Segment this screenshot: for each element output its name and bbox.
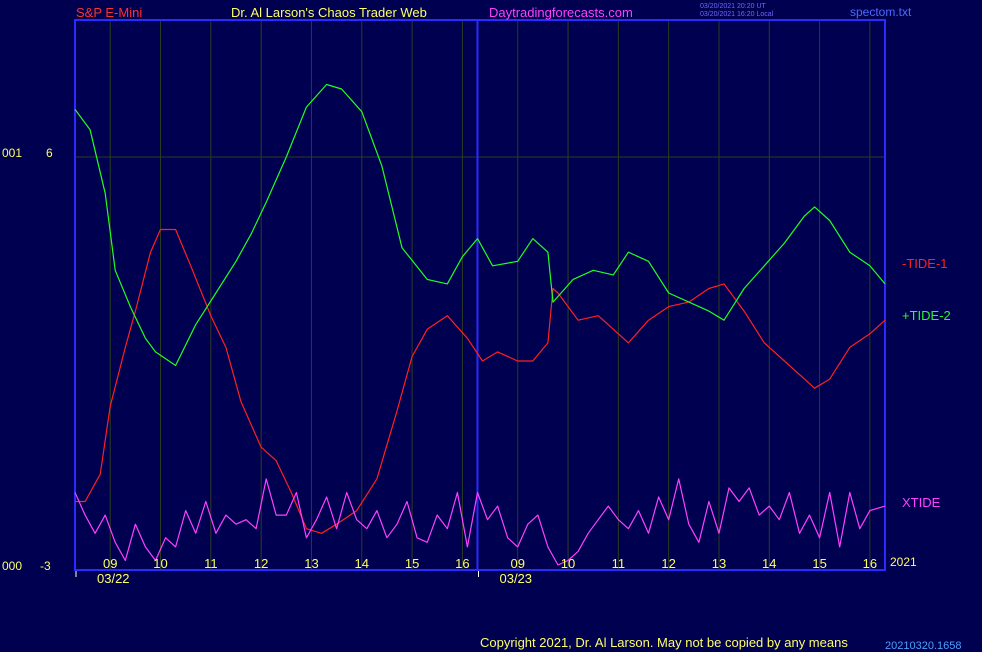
series-line-tide-1	[75, 228, 886, 534]
date-label: 03/23	[499, 571, 532, 586]
site-title: Dr. Al Larson's Chaos Trader Web	[231, 5, 427, 20]
x-tick-label: 09	[510, 556, 524, 571]
file-name: spectom.txt	[850, 5, 912, 19]
x-tick-label: 10	[561, 556, 575, 571]
timestamp-ut: 03/20/2021 20:20 UT	[700, 3, 766, 10]
date-label: 03/22	[97, 571, 130, 586]
x-tick-label: 15	[405, 556, 419, 571]
x-tick-label: 10	[153, 556, 167, 571]
site-url[interactable]: Daytradingforecasts.com	[489, 5, 633, 20]
y-top-value: 6	[46, 146, 53, 160]
x-tick-label: 16	[863, 556, 877, 571]
legend-label: +TIDE-2	[902, 308, 951, 323]
x-tick-label: 14	[355, 556, 369, 571]
x-tick-label: 11	[204, 556, 218, 571]
x-tick-label: 15	[812, 556, 826, 571]
copyright-notice: Copyright 2021, Dr. Al Larson. May not b…	[480, 635, 848, 650]
timestamp-local: 03/20/2021 16:20 Local	[700, 11, 774, 18]
x-tick-label: 14	[762, 556, 776, 571]
legend-label: XTIDE	[902, 495, 941, 510]
legend-label: -TIDE-1	[902, 256, 948, 271]
chart-frame	[74, 19, 886, 571]
x-tick-label: 09	[103, 556, 117, 571]
year-label: 2021	[890, 555, 917, 569]
y-bottom-value: -3	[40, 559, 51, 573]
x-tick-label: 11	[612, 556, 626, 571]
series-line-xtide	[74, 478, 886, 566]
series-layer	[74, 83, 886, 566]
vertical-grid	[109, 20, 871, 570]
date-labels: 03/22 03/23	[75, 571, 532, 586]
legend: -TIDE-1 +TIDE-2 XTIDE	[902, 256, 951, 510]
y-bottom-left-label: 000	[2, 559, 23, 573]
y-top-left-label: 001	[2, 146, 23, 160]
x-tick-label: 16	[455, 556, 469, 571]
x-tick-label: 12	[254, 556, 268, 571]
x-tick-label: 13	[712, 556, 726, 571]
series-line-tide-2	[74, 83, 886, 367]
x-tick-label: 12	[661, 556, 675, 571]
symbol-title: S&P E-Mini	[76, 5, 143, 20]
x-tick-label: 13	[304, 556, 318, 571]
hour-ticks: 09 10 11 12 13 14 15 16 09 10 11 12 13 14 15 16	[103, 556, 877, 571]
copyright-stamp: 20210320.1658	[885, 640, 962, 652]
